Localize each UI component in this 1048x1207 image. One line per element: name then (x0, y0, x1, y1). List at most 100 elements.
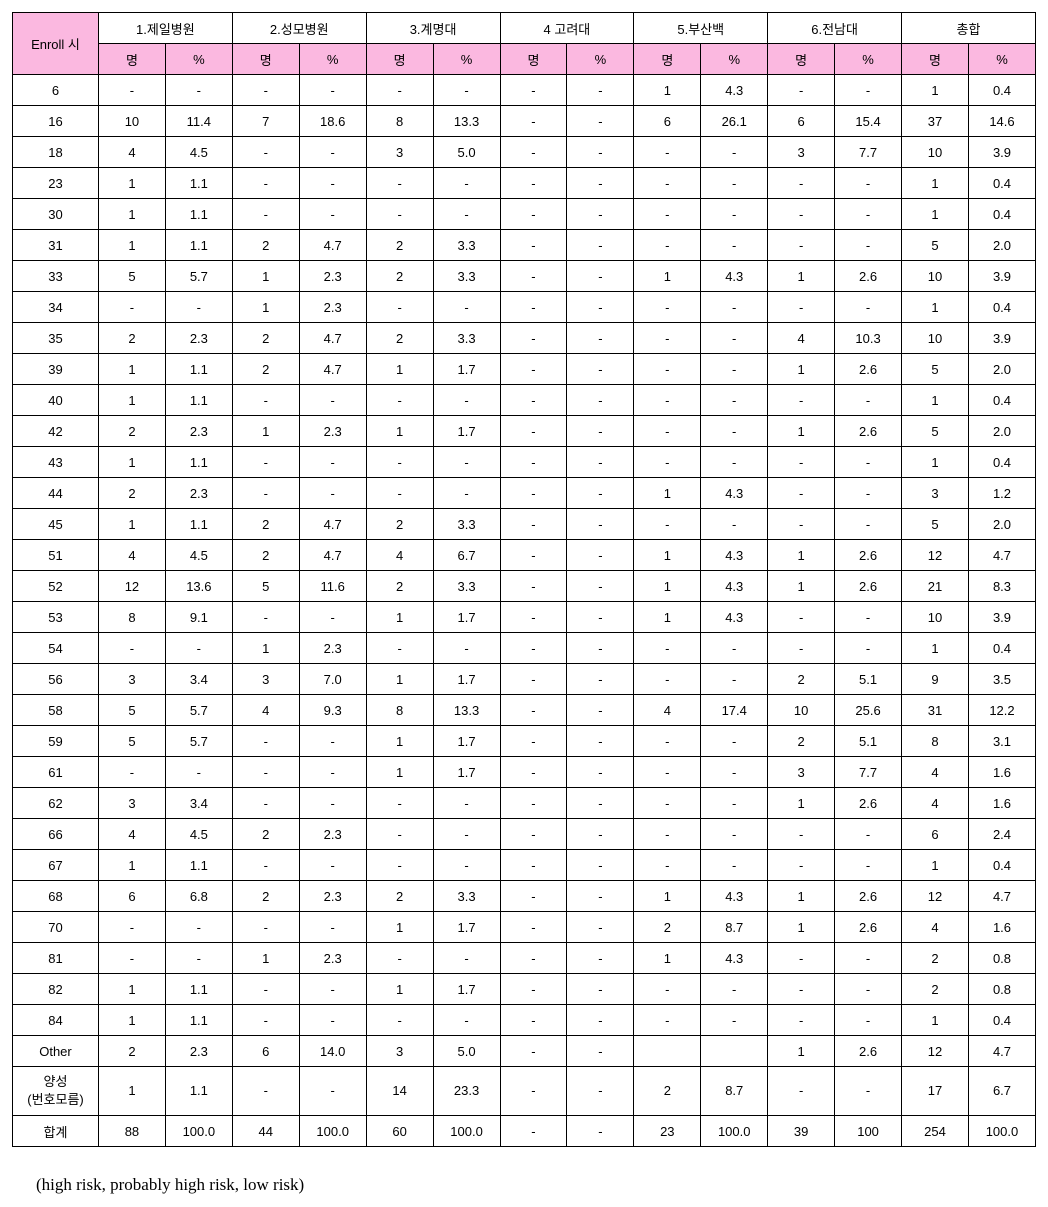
data-cell: - (366, 819, 433, 850)
data-cell: 2 (98, 478, 165, 509)
data-cell: 3.4 (165, 788, 232, 819)
table-row: 3522.324.723.3----410.3103.9 (13, 323, 1036, 354)
table-row: 161011.4718.6813.3--626.1615.43714.6 (13, 106, 1036, 137)
data-cell: 4.3 (701, 478, 768, 509)
data-cell: 4 (366, 540, 433, 571)
table-row: 5855.749.3813.3--417.41025.63112.2 (13, 695, 1036, 726)
data-cell: - (701, 230, 768, 261)
data-cell: 1.6 (968, 912, 1035, 943)
data-cell: 2.6 (835, 354, 902, 385)
data-cell: - (500, 664, 567, 695)
data-cell: 6 (232, 1036, 299, 1067)
data-cell: 0.8 (968, 943, 1035, 974)
sub-header-cell: % (835, 44, 902, 75)
data-cell: 4 (902, 912, 969, 943)
row-label-cell: 35 (13, 323, 99, 354)
data-cell: 1 (634, 261, 701, 292)
data-cell: 2 (98, 1036, 165, 1067)
row-label-cell: 16 (13, 106, 99, 137)
data-cell: - (567, 354, 634, 385)
table-row: 61----11.7----37.741.6 (13, 757, 1036, 788)
data-cell: 1 (98, 168, 165, 199)
data-cell: 5.0 (433, 137, 500, 168)
data-cell: - (634, 819, 701, 850)
data-cell: - (701, 354, 768, 385)
data-cell: - (433, 199, 500, 230)
data-cell: - (835, 602, 902, 633)
data-cell: - (232, 974, 299, 1005)
data-cell: 1 (768, 540, 835, 571)
data-cell: - (232, 447, 299, 478)
data-cell: 3.1 (968, 726, 1035, 757)
row-label-cell: 6 (13, 75, 99, 106)
data-cell: - (299, 447, 366, 478)
data-cell: 6 (634, 106, 701, 137)
data-cell: - (567, 664, 634, 695)
data-cell: 1.7 (433, 757, 500, 788)
data-cell: - (835, 974, 902, 1005)
data-cell: 1.7 (433, 354, 500, 385)
data-cell: 12.2 (968, 695, 1035, 726)
data-cell: 0.4 (968, 850, 1035, 881)
row-label-cell: 58 (13, 695, 99, 726)
data-cell: - (232, 168, 299, 199)
data-cell: 2.0 (968, 230, 1035, 261)
group-header: 총합 (902, 13, 1036, 44)
data-cell: 1.1 (165, 385, 232, 416)
data-cell: 1 (768, 261, 835, 292)
data-cell: 1 (634, 881, 701, 912)
data-cell: 2 (98, 416, 165, 447)
data-cell: 2 (232, 540, 299, 571)
data-cell: 2.3 (165, 478, 232, 509)
data-cell: - (500, 602, 567, 633)
data-cell: 100.0 (701, 1116, 768, 1147)
data-cell: 1 (902, 168, 969, 199)
table-row: Other22.3614.035.0--12.6124.7 (13, 1036, 1036, 1067)
data-cell: 5 (902, 509, 969, 540)
row-label-cell: 30 (13, 199, 99, 230)
data-cell: - (232, 478, 299, 509)
data-cell: - (835, 478, 902, 509)
data-cell: 1 (634, 602, 701, 633)
data-cell: - (567, 447, 634, 478)
data-cell: 6 (902, 819, 969, 850)
data-cell: - (433, 385, 500, 416)
data-cell: - (500, 137, 567, 168)
data-cell: 1 (902, 199, 969, 230)
data-cell: - (634, 230, 701, 261)
data-cell: 4 (98, 819, 165, 850)
data-cell: - (701, 1005, 768, 1036)
sub-header-row: 명 % 명 % 명 % 명 % 명 % 명 % 명 % (13, 44, 1036, 75)
data-cell: 7.7 (835, 137, 902, 168)
data-cell: 1 (366, 912, 433, 943)
data-cell: 1 (232, 261, 299, 292)
data-cell: - (500, 354, 567, 385)
group-header: 2.성모병원 (232, 13, 366, 44)
data-cell: 4.7 (299, 354, 366, 385)
data-cell: - (567, 974, 634, 1005)
data-cell: 4 (232, 695, 299, 726)
row-label-cell: 양성(번호모름) (13, 1067, 99, 1116)
data-cell: - (835, 1067, 902, 1116)
data-cell: 5.7 (165, 261, 232, 292)
data-cell: 100.0 (433, 1116, 500, 1147)
data-cell: 6 (98, 881, 165, 912)
data-cell: 3.9 (968, 323, 1035, 354)
data-cell: 4.7 (299, 540, 366, 571)
data-cell: 1 (634, 943, 701, 974)
data-cell: 3.3 (433, 571, 500, 602)
data-cell: 1 (634, 478, 701, 509)
data-cell: - (232, 1005, 299, 1036)
data-cell: - (366, 850, 433, 881)
data-cell: - (299, 912, 366, 943)
data-cell: - (634, 199, 701, 230)
data-cell: - (835, 850, 902, 881)
data-cell: 10 (902, 602, 969, 633)
row-label-cell: 68 (13, 881, 99, 912)
data-cell: - (232, 385, 299, 416)
table-row: 34--12.3--------10.4 (13, 292, 1036, 323)
data-cell: - (366, 385, 433, 416)
data-cell: - (768, 1067, 835, 1116)
data-cell: 8 (366, 106, 433, 137)
data-cell: - (634, 788, 701, 819)
